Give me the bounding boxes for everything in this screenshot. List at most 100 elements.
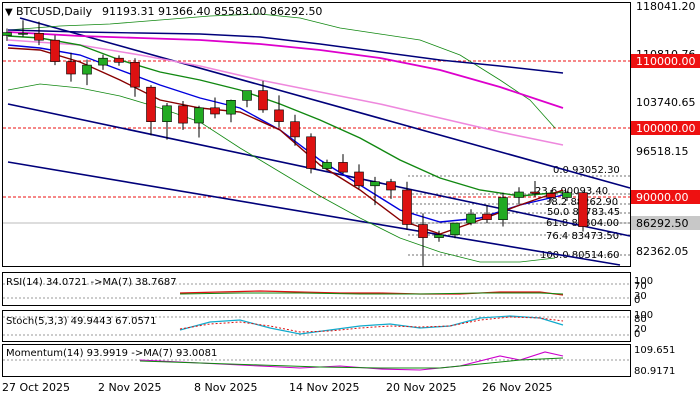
- candlesticks: [2, 20, 588, 266]
- svg-text:80: 80: [634, 314, 647, 325]
- rsi-label: RSI(14) 34.0721 ->MA(7) 38.7687: [6, 277, 177, 288]
- svg-text:30: 30: [634, 291, 647, 302]
- symbol-timeframe: BTCUSD,Daily: [16, 5, 93, 18]
- candle-body: [434, 234, 444, 238]
- price-label-103740: 103740.65: [636, 96, 696, 109]
- ma-magenta-line: [7, 31, 564, 109]
- date-label-2nov: 2 Nov 2025: [98, 381, 161, 394]
- level-90000-tag: 90000.00: [636, 191, 689, 204]
- candle-body: [354, 171, 364, 187]
- fib-label-0: 0.0 93052.30: [553, 165, 620, 176]
- rsi-panel-frame: [2, 272, 631, 306]
- svg-text:109.651: 109.651: [634, 345, 675, 356]
- current-price-value: 86292.50: [636, 217, 689, 230]
- moving-averages: [7, 13, 564, 263]
- date-label-27oct: 27 Oct 2025: [2, 381, 70, 394]
- candle-body: [242, 90, 252, 101]
- candle-body: [402, 189, 412, 225]
- descending-channel: [7, 17, 631, 266]
- fib-label-100: 100.0 80514.60: [540, 250, 620, 261]
- svg-text:0: 0: [634, 295, 640, 306]
- candle-body: [50, 39, 60, 62]
- ma-green-thin-lower-line: [7, 83, 556, 263]
- momentum-ma-line: [139, 357, 564, 369]
- main-panel-frame: [2, 2, 631, 267]
- candle-body: [290, 121, 300, 138]
- candle-body: [514, 191, 524, 198]
- price-label-118041: 118041.20: [636, 0, 696, 13]
- momentum-panel: Momentum(14) 93.9919 ->MA(7) 93.0081 109…: [3, 345, 675, 377]
- date-label-8nov: 8 Nov 2025: [194, 381, 257, 394]
- candle-body: [178, 105, 188, 124]
- svg-text:0: 0: [634, 329, 640, 340]
- momentum-label: Momentum(14) 93.9919 ->MA(7) 93.0081: [6, 348, 217, 359]
- svg-text:100: 100: [634, 276, 653, 287]
- momentum-panel-frame: [2, 344, 631, 377]
- candle-body: [114, 57, 124, 63]
- date-label-14nov: 14 Nov 2025: [289, 381, 359, 394]
- channel-lower-line: [7, 161, 621, 266]
- candle-body: [562, 192, 572, 198]
- symbol-icon: ▼: [5, 7, 13, 18]
- svg-text:100: 100: [634, 310, 653, 321]
- red-level-tags: 110000.00 100000.00 90000.00: [631, 54, 700, 204]
- ohlc-values: 91193.31 91366.40 85583.00 86292.50: [102, 5, 322, 18]
- candle-body: [338, 162, 348, 173]
- price-label-96518: 96518.15: [636, 145, 689, 158]
- candle-body: [530, 191, 540, 194]
- candle-body: [98, 57, 108, 66]
- channel-inner-line: [7, 103, 631, 237]
- stoch-signal-line: [179, 316, 564, 333]
- candle-body: [578, 192, 588, 227]
- fib-label-23: 23.6 90093.40: [535, 186, 608, 197]
- chart-header: ▼ BTCUSD,Daily 91193.31 91366.40 85583.0…: [5, 5, 322, 18]
- candle-body: [258, 90, 268, 111]
- stoch-panel: Stoch(5,3,3) 49.9443 67.0571 100 80 20 0: [3, 310, 653, 340]
- svg-text:70: 70: [634, 281, 647, 292]
- rsi-ma-line: [179, 292, 564, 295]
- candle-body: [450, 222, 460, 236]
- candle-body: [322, 162, 332, 169]
- candle-body: [498, 197, 508, 221]
- date-label-20nov: 20 Nov 2025: [386, 381, 456, 394]
- current-price-tag: 86292.50: [631, 216, 700, 230]
- svg-text:80.9171: 80.9171: [634, 366, 675, 377]
- ma-navy-line: [7, 29, 564, 74]
- candle-body: [82, 64, 92, 75]
- ma-green-thin-line: [7, 13, 556, 129]
- stoch-main-line: [179, 315, 564, 335]
- candle-body: [162, 105, 172, 123]
- stoch-panel-frame: [2, 310, 631, 342]
- date-label-26nov: 26 Nov 2025: [482, 381, 552, 394]
- svg-text:20: 20: [634, 324, 647, 335]
- candle-body: [274, 109, 284, 122]
- ma-darkred-line: [7, 47, 564, 235]
- candle-body: [146, 86, 156, 122]
- candle-body: [226, 100, 236, 115]
- rsi-line: [179, 290, 564, 296]
- level-110000-tag: 110000.00: [636, 55, 696, 68]
- level-100000-tag: 100000.00: [636, 122, 696, 135]
- candle-body: [194, 107, 204, 124]
- ma-green-line: [7, 35, 564, 197]
- candle-body: [546, 193, 556, 198]
- rsi-panel: RSI(14) 34.0721 ->MA(7) 38.7687 100 70 3…: [3, 276, 653, 306]
- time-axis: 27 Oct 2025 2 Nov 2025 8 Nov 2025 14 Nov…: [2, 381, 552, 394]
- channel-upper-line: [19, 17, 631, 189]
- price-axis: 118041.20 110810.76 103740.65 96518.15 8…: [636, 0, 696, 258]
- stoch-label: Stoch(5,3,3) 49.9443 67.0571: [6, 316, 157, 327]
- candle-body: [66, 61, 76, 75]
- ma-pink-line: [7, 39, 564, 146]
- fibonacci-labels: 0.0 93052.30 23.6 90093.40 38.2 88262.90…: [535, 165, 620, 261]
- candle-body: [210, 107, 220, 115]
- candle-body: [418, 224, 428, 238]
- candle-body: [18, 32, 28, 35]
- key-levels: [3, 60, 630, 198]
- candle-body: [386, 181, 396, 191]
- candle-body: [130, 61, 140, 88]
- price-label-82362: 82362.05: [636, 245, 689, 258]
- candle-body: [370, 181, 380, 187]
- candle-body: [34, 32, 44, 41]
- candle-body: [466, 213, 476, 224]
